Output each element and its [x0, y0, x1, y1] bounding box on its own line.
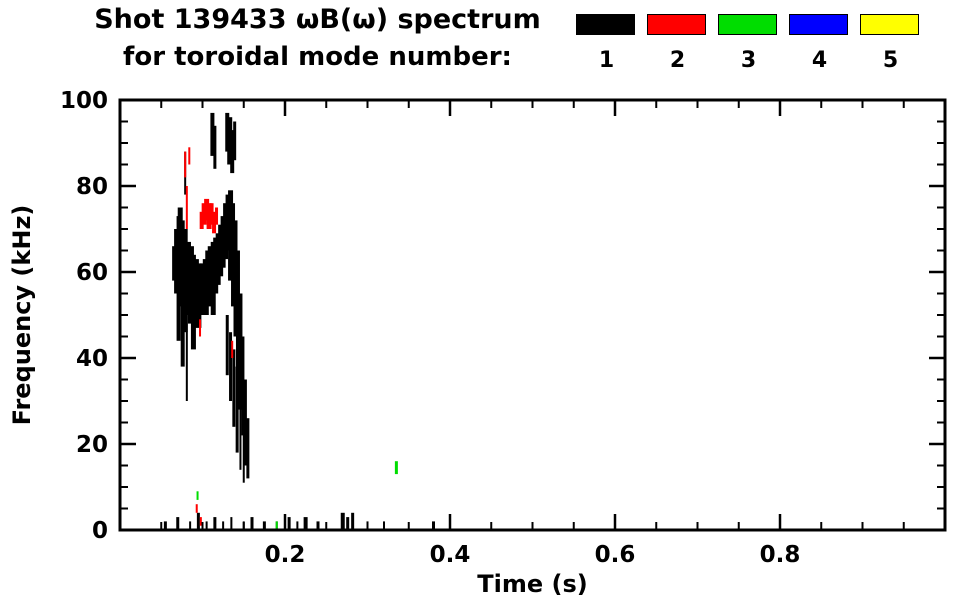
spectrogram-mark-n=1 — [241, 336, 245, 436]
plot-header: Shot 139433 ωB(ω) spectrum for toroidal … — [55, 4, 580, 72]
spectrogram-mark-n=2 — [195, 504, 198, 513]
mode-number-legend: 1 2 3 4 5 — [576, 14, 921, 73]
spectrogram-mark-n=2 — [231, 340, 234, 358]
spectrogram-mark-n=1 — [227, 117, 233, 165]
y-tick-label: 100 — [60, 88, 108, 114]
plot-title-line2: for toroidal mode number: — [123, 42, 512, 72]
spectrogram-mark-n=1 — [210, 112, 215, 156]
legend-swatch-3 — [718, 14, 777, 35]
spectrogram-mark-n=1 — [177, 207, 183, 307]
spectrogram-mark-n=1 — [230, 130, 235, 174]
spectrogram-mark-n=1 — [232, 349, 236, 427]
spectrogram-mark-n=1 — [225, 315, 229, 376]
spectrogram-mark-n=1 — [250, 517, 254, 530]
legend-label-2: 2 — [669, 48, 686, 73]
spectrogram-mark-n=1 — [316, 521, 320, 530]
spectrogram-mark-n=2 — [209, 203, 214, 225]
spectrogram-mark-n=1 — [189, 521, 192, 530]
legend-entry-5: 5 — [860, 14, 921, 73]
spectrogram-mark-n=3 — [394, 461, 398, 475]
spectrogram-mark-n=1 — [351, 512, 355, 530]
spectrogram-mark-n=1 — [163, 521, 167, 530]
spectrogram-mark-n=1 — [262, 521, 266, 530]
spectrogram-mark-n=2 — [212, 211, 217, 234]
spectrogram-mark-n=1 — [196, 512, 200, 530]
legend-label-4: 4 — [811, 48, 828, 73]
spectrogram-mark-n=1 — [205, 521, 208, 530]
spectrogram-mark-n=1 — [176, 517, 180, 530]
legend-label-5: 5 — [882, 48, 899, 73]
spectrogram-mark-n=1 — [233, 121, 237, 161]
spectrogram-mark-n=2 — [215, 207, 219, 225]
x-axis-label: Time (s) — [477, 570, 587, 598]
spectrogram-mark-n=1 — [213, 517, 217, 530]
y-tick-label: 20 — [76, 432, 108, 458]
spectrogram-mark-n=1 — [213, 125, 217, 169]
spectrogram-mark-n=1 — [235, 366, 239, 453]
spectrogram-mark-n=1 — [340, 512, 345, 530]
spectrogram-mark-n=2 — [185, 186, 188, 229]
spectrogram-mark-n=1 — [242, 426, 245, 483]
legend-entry-2: 2 — [647, 14, 708, 73]
spectrogram-mark-n=1 — [296, 521, 299, 530]
legend-label-3: 3 — [740, 48, 757, 73]
spectrogram-mark-n=1 — [346, 517, 350, 530]
x-tick-label: 0.8 — [760, 542, 801, 568]
spectrogram-mark-n=1 — [246, 418, 250, 479]
spectrogram-mark-n=1 — [233, 220, 238, 337]
spectrogram-mark-n=1 — [228, 190, 234, 281]
spectrogram-mark-n=1 — [174, 229, 179, 294]
spectrogram-mark-n=1 — [303, 517, 308, 530]
y-tick-label: 60 — [76, 260, 108, 286]
spectrogram-mark-n=1 — [222, 521, 225, 530]
spectrogram-mark-n=2 — [199, 517, 202, 526]
spectrogram-mark-n=1 — [182, 229, 188, 333]
spectrogram-mark-n=1 — [185, 272, 188, 401]
spectrogram-mark-n=1 — [432, 521, 435, 530]
x-tick-label: 0.2 — [265, 542, 306, 568]
spectrogram-mark-n=1 — [230, 517, 233, 530]
legend-entry-1: 1 — [576, 14, 637, 73]
spectrogram-mark-n=1 — [287, 517, 291, 530]
spectrogram-mark-n=2 — [199, 319, 202, 337]
spectrogram-mark-n=2 — [188, 147, 191, 165]
legend-swatch-5 — [860, 14, 919, 35]
y-tick-label: 80 — [76, 174, 108, 200]
spectrogram-mark-n=3 — [275, 521, 278, 530]
spectrogram-mark-n=1 — [383, 521, 385, 530]
legend-swatch-1 — [576, 14, 635, 35]
spectrogram-mark-n=1 — [238, 293, 243, 410]
legend-entry-3: 3 — [718, 14, 779, 73]
y-axis-label: Frequency (kHz) — [8, 205, 36, 426]
legend-swatch-4 — [789, 14, 848, 35]
x-tick-label: 0.4 — [430, 542, 471, 568]
spectrogram-mark-n=1 — [231, 203, 236, 307]
spectrogram-mark-n=1 — [172, 246, 176, 281]
spectrogram-mark-n=1 — [229, 332, 233, 401]
spectrogram-mark-n=2 — [206, 203, 212, 229]
legend-swatch-2 — [647, 14, 706, 35]
y-tick-label: 0 — [92, 518, 108, 544]
spectrogram-mark-n=2 — [184, 151, 187, 178]
spectrogram-mark-n=1 — [239, 401, 242, 470]
spectrogram-mark-n=1 — [235, 250, 240, 380]
spectrogram-mark-n=1 — [243, 379, 247, 466]
legend-label-1: 1 — [598, 48, 615, 73]
legend-entry-4: 4 — [789, 14, 850, 73]
plot-title-line1: Shot 139433 ωB(ω) spectrum — [94, 4, 541, 35]
spectrogram-mark-n=3 — [196, 491, 199, 500]
y-tick-label: 40 — [76, 346, 108, 372]
x-tick-label: 0.6 — [595, 542, 636, 568]
